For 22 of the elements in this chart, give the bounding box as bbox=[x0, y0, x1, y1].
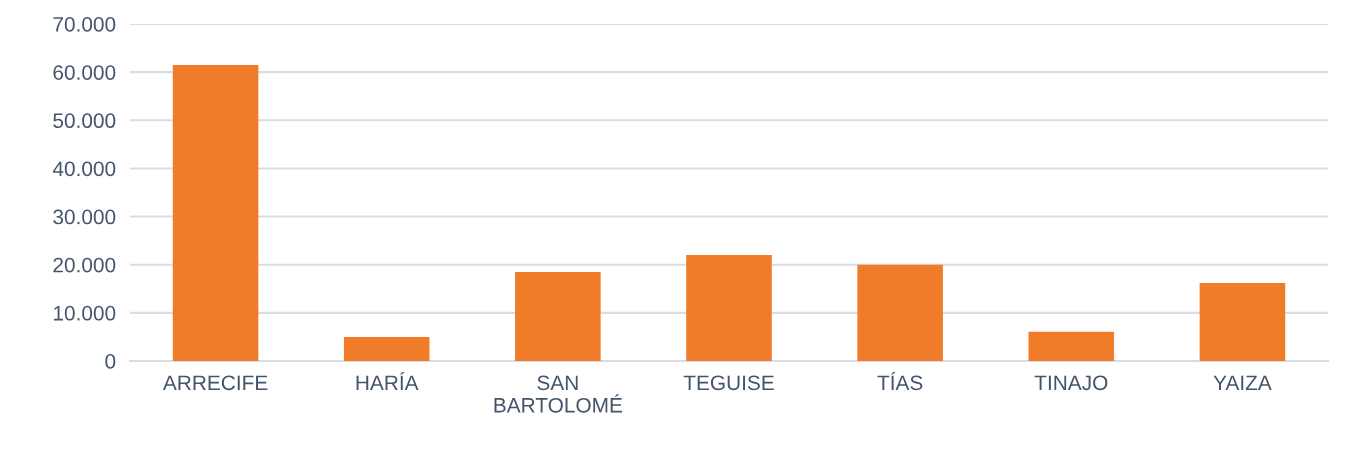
x-tick-label: TÍAS bbox=[877, 371, 923, 391]
bar bbox=[857, 264, 943, 361]
y-tick-label: 30.000 bbox=[53, 209, 116, 225]
y-tick-label: 40.000 bbox=[52, 161, 116, 177]
bar bbox=[1028, 331, 1115, 361]
x-tick-label: ARRECIFE bbox=[162, 375, 268, 391]
x-tick-label: YAIZA bbox=[1213, 375, 1272, 390]
bar bbox=[686, 255, 772, 361]
bar bbox=[1199, 283, 1286, 361]
y-tick-label: 0 bbox=[105, 354, 116, 369]
bar bbox=[515, 271, 601, 361]
y-tick-label: 20.000 bbox=[53, 257, 116, 273]
y-tick-label: 10.000 bbox=[53, 305, 116, 321]
y-tick-label: 50.000 bbox=[53, 113, 116, 129]
x-tick-label: TINAJO bbox=[1034, 375, 1108, 391]
bar bbox=[172, 64, 259, 361]
x-tick-label: SAN BARTOLOMÉ bbox=[494, 375, 622, 413]
y-tick-label: 60.000 bbox=[53, 65, 116, 80]
bar bbox=[343, 336, 430, 361]
x-tick-label: HARÍA bbox=[356, 371, 419, 390]
x-tick-label: TEGUISE bbox=[683, 375, 774, 391]
y-tick-label: 70.000 bbox=[53, 17, 116, 32]
